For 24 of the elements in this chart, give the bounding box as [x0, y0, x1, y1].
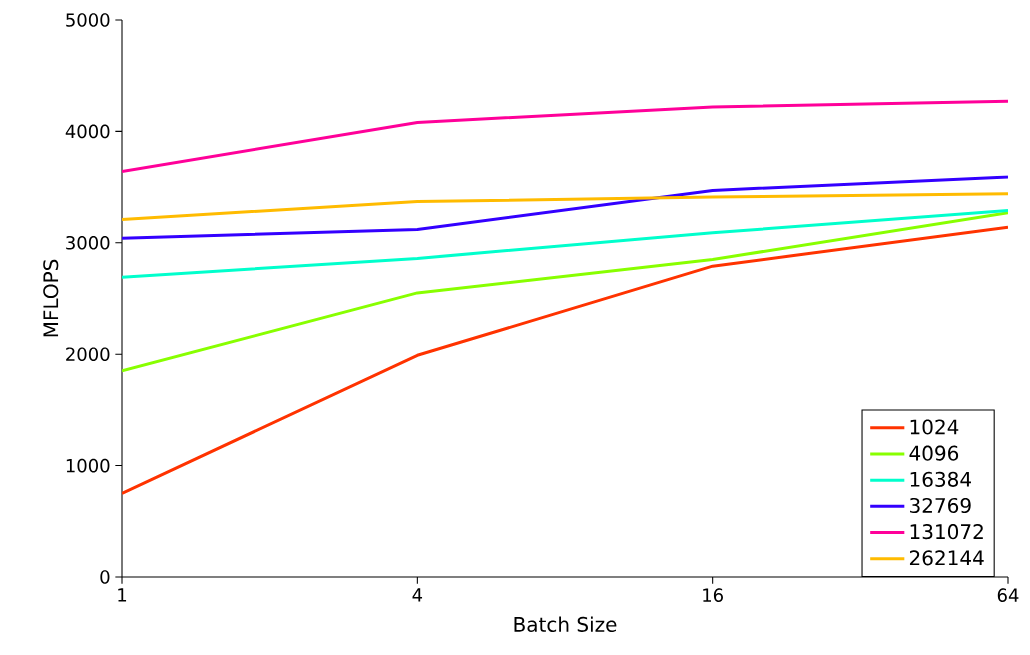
y-tick-label: 4000	[65, 124, 110, 139]
legend-label: 16384	[910, 471, 971, 487]
line-series	[122, 99, 1008, 173]
line-series	[122, 225, 1008, 495]
y-tick-label: 1000	[66, 458, 110, 473]
x-tick-label: 1	[118, 588, 127, 602]
x-tick-label: 64	[997, 588, 1019, 602]
y-tick-label: 2000	[66, 347, 110, 361]
y-tick-label: 0	[100, 570, 110, 584]
legend-label: 262144	[909, 550, 984, 566]
line-series	[122, 211, 1008, 373]
x-tick-label: 4	[412, 588, 423, 602]
line-series	[122, 175, 1008, 240]
x-axis-title: Batch Size	[514, 616, 617, 632]
legend-label: 131072	[910, 524, 983, 540]
legend-label: 32769	[910, 497, 971, 514]
y-tick-label: 5000	[66, 13, 110, 27]
legend-label: 4096	[909, 445, 959, 461]
line-series	[122, 208, 1008, 279]
y-tick-label: 3000	[66, 235, 110, 250]
x-tick-label: 16	[703, 588, 723, 602]
line-series	[122, 192, 1008, 221]
y-axis-title: MFLOPS	[43, 259, 59, 337]
legend-label: 1024	[910, 419, 959, 435]
